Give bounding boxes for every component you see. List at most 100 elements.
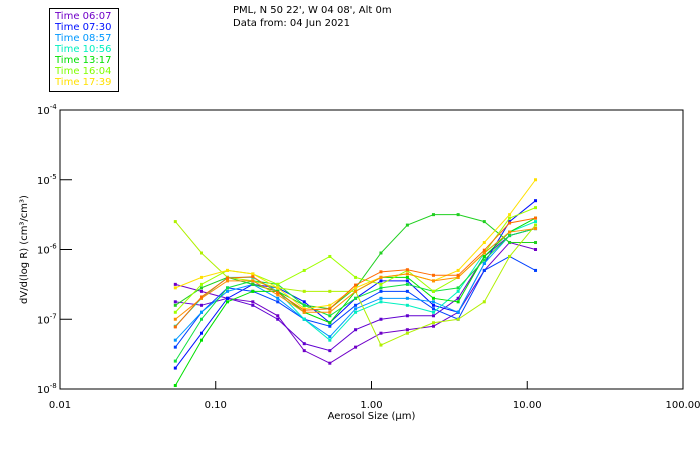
- data-point: [251, 275, 255, 279]
- data-point: [431, 300, 435, 304]
- data-point: [456, 286, 460, 290]
- data-point: [508, 241, 512, 245]
- data-point: [276, 291, 280, 295]
- data-point: [173, 303, 177, 307]
- data-point: [302, 308, 306, 312]
- data-point: [379, 270, 383, 274]
- data-point: [276, 296, 280, 300]
- data-point: [405, 275, 409, 279]
- x-tick-label: 10.00: [513, 400, 542, 411]
- data-point: [199, 282, 203, 286]
- series-line: [174, 217, 536, 328]
- data-point: [405, 272, 409, 276]
- data-point: [508, 213, 512, 217]
- data-point: [251, 282, 255, 286]
- data-point: [173, 220, 177, 224]
- data-point: [431, 324, 435, 328]
- data-point: [354, 345, 358, 349]
- legend-entry: Time 17:39: [55, 77, 112, 88]
- data-point: [508, 216, 512, 220]
- title-date: Data from: 04 Jun 2021: [233, 18, 351, 29]
- data-point: [405, 223, 409, 227]
- data-point: [482, 300, 486, 304]
- data-point: [456, 300, 460, 304]
- y-tick-label: 10-8: [37, 382, 57, 396]
- data-point: [302, 300, 306, 304]
- data-point: [302, 310, 306, 314]
- data-point: [354, 307, 358, 311]
- y-tick-label: 10-5: [37, 173, 57, 187]
- data-point: [534, 241, 538, 245]
- data-point: [328, 303, 332, 307]
- data-point: [405, 279, 409, 283]
- data-point: [276, 282, 280, 286]
- data-point: [354, 275, 358, 279]
- data-point: [328, 310, 332, 314]
- data-point: [431, 273, 435, 277]
- data-point: [173, 317, 177, 321]
- data-point: [226, 276, 230, 280]
- data-point: [379, 343, 383, 347]
- data-point: [405, 331, 409, 335]
- data-point: [173, 345, 177, 349]
- data-point: [405, 268, 409, 272]
- data-point: [534, 178, 538, 182]
- series-line: [174, 221, 536, 346]
- data-point: [482, 248, 486, 252]
- data-point: [276, 293, 280, 297]
- data-point: [199, 303, 203, 307]
- y-axis-label: dV/d(log R) (cm³/cm³): [19, 195, 30, 304]
- data-point: [379, 275, 383, 279]
- data-point: [173, 300, 177, 304]
- data-point: [431, 303, 435, 307]
- data-point: [302, 289, 306, 293]
- data-point: [276, 314, 280, 318]
- chart-title: PML, N 50 22', W 04 08', Alt 0m Data fro…: [233, 4, 392, 30]
- data-point: [328, 361, 332, 365]
- data-point: [226, 268, 230, 272]
- data-point: [328, 289, 332, 293]
- data-point: [226, 296, 230, 300]
- data-point: [199, 331, 203, 335]
- legend-entry: Time 06:07: [55, 11, 112, 22]
- data-point: [456, 213, 460, 217]
- data-point: [482, 261, 486, 265]
- data-point: [354, 283, 358, 287]
- x-tick-label: 1.00: [360, 400, 382, 411]
- data-point: [508, 254, 512, 258]
- data-point: [276, 300, 280, 304]
- data-point: [508, 234, 512, 238]
- data-point: [328, 321, 332, 325]
- legend: Time 06:07 Time 07:30 Time 08:57 Time 10…: [49, 8, 119, 92]
- data-point: [456, 317, 460, 321]
- y-tick-label: 10-4: [37, 103, 57, 117]
- data-point: [431, 310, 435, 314]
- data-point: [199, 251, 203, 255]
- data-point: [405, 296, 409, 300]
- data-point: [199, 295, 203, 299]
- data-point: [431, 321, 435, 325]
- legend-entry: Time 10:56: [55, 44, 112, 55]
- data-point: [354, 310, 358, 314]
- data-point: [276, 317, 280, 321]
- data-point: [405, 289, 409, 293]
- data-point: [379, 296, 383, 300]
- data-point: [534, 220, 538, 224]
- data-point: [328, 338, 332, 342]
- data-point: [508, 230, 512, 234]
- data-point: [379, 289, 383, 293]
- data-point: [251, 303, 255, 307]
- data-point: [456, 310, 460, 314]
- series-line: [174, 217, 536, 386]
- y-tick-label: 10-7: [37, 312, 57, 326]
- data-point: [251, 279, 255, 283]
- data-point: [482, 251, 486, 255]
- data-point: [379, 317, 383, 321]
- series-line: [174, 228, 536, 362]
- data-point: [328, 349, 332, 353]
- data-point: [251, 300, 255, 304]
- data-point: [405, 328, 409, 332]
- data-point: [456, 289, 460, 293]
